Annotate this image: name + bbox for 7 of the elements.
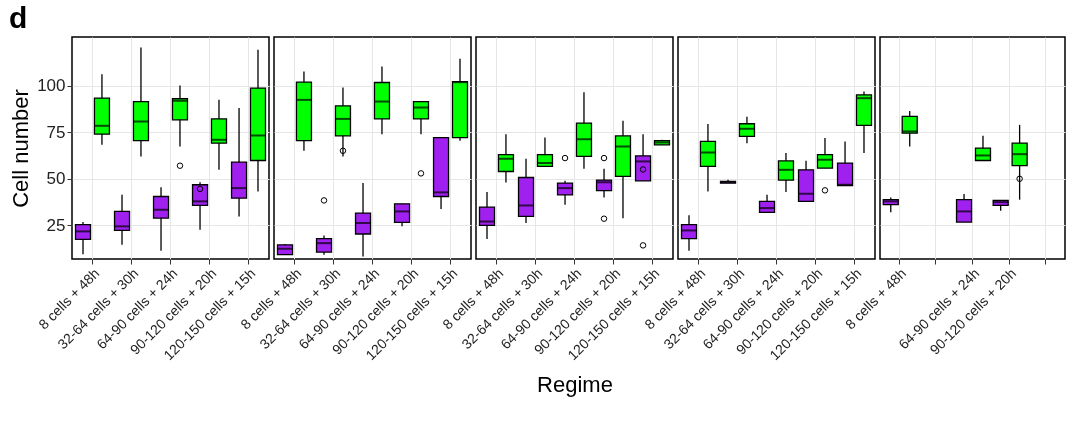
y-tick-label: 100 (37, 76, 66, 95)
y-tick-label: 75 (46, 122, 66, 142)
text: d (8, 1, 28, 35)
y-tick-label: 25 (46, 215, 66, 235)
y-axis-title: Cell number (8, 89, 34, 208)
x-axis-title: Regime (537, 372, 613, 398)
y-tick-label: 50 (46, 169, 66, 189)
